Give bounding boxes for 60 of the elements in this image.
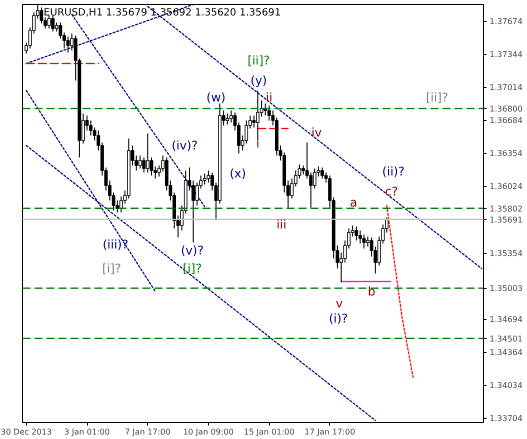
annotation: (x)	[230, 166, 246, 180]
annotation: (iv)?	[172, 138, 198, 152]
annotation: a	[350, 196, 358, 210]
ref-line-label: 1.36800	[490, 104, 523, 114]
y-tick-label: 1.37344	[490, 50, 523, 60]
annotation: (ii)?	[382, 164, 405, 178]
y-tick-label: 1.36354	[490, 149, 523, 158]
candlestick	[320, 167, 324, 179]
annotation: (y)	[250, 74, 267, 88]
annotation: [ii]?	[426, 90, 448, 104]
candlestick	[256, 90, 260, 141]
annotation: (v)?	[180, 244, 204, 258]
candlestick	[202, 173, 206, 185]
candlestick	[206, 170, 210, 183]
y-tick-label: 1.35354	[490, 249, 523, 258]
candlestick	[51, 15, 55, 32]
annotation: ii	[266, 90, 272, 104]
ref-line-label: 1.35691	[490, 215, 523, 224]
candlestick	[66, 36, 70, 53]
y-tick-label: 1.34034	[490, 381, 523, 390]
annotation: [ii]?	[247, 54, 270, 68]
annotation: iv	[311, 126, 322, 140]
x-tick-label: 30 Dec 2013	[0, 428, 52, 436]
candlestick	[47, 15, 51, 29]
y-tick-label: 1.34364	[490, 348, 523, 358]
ref-line-label: 1.35802	[490, 204, 523, 214]
candlestick	[366, 236, 370, 247]
y-tick-label: 1.33704	[490, 414, 523, 424]
annotation: iii	[276, 218, 286, 232]
y-tick-label: 1.37674	[490, 17, 523, 26]
y-tick-label: 1.34694	[490, 315, 523, 324]
y-tick-label: 1.36024	[490, 182, 523, 192]
annotation: (w)	[206, 90, 226, 104]
annotation: i	[256, 136, 260, 150]
x-tick-label: 7 Jan 17:00	[124, 428, 170, 436]
annotation: [i]?	[102, 262, 122, 276]
annotation: v	[336, 296, 343, 310]
y-tick-label: 1.37014	[490, 83, 523, 92]
candlestick	[229, 110, 233, 123]
candlestick	[150, 157, 154, 176]
annotation: [i]?	[182, 262, 202, 276]
candlestick	[226, 113, 230, 125]
annotation: c?	[385, 184, 398, 198]
y-tick-label: 1.36684	[490, 116, 523, 126]
candlestick	[146, 133, 150, 173]
candlestick	[142, 157, 146, 173]
ref-line-label: 1.34501	[490, 334, 523, 344]
x-tick-label: 10 Jan 09:00	[183, 428, 234, 436]
ref-line-label: 1.35003	[490, 284, 523, 294]
x-tick-label: 3 Jan 01:00	[64, 428, 110, 436]
candlestick	[40, 7, 44, 24]
annotation: (i)?	[328, 312, 348, 326]
x-tick-label: 17 Jan 17:00	[304, 428, 356, 436]
annotation: (iii)?	[102, 238, 128, 252]
candlestick	[138, 155, 142, 169]
candlestick	[362, 234, 366, 249]
x-tick-label: 15 Jan 01:00	[244, 428, 294, 436]
candlestick	[354, 226, 358, 241]
candlestick	[252, 115, 256, 128]
annotation: b	[368, 284, 376, 298]
